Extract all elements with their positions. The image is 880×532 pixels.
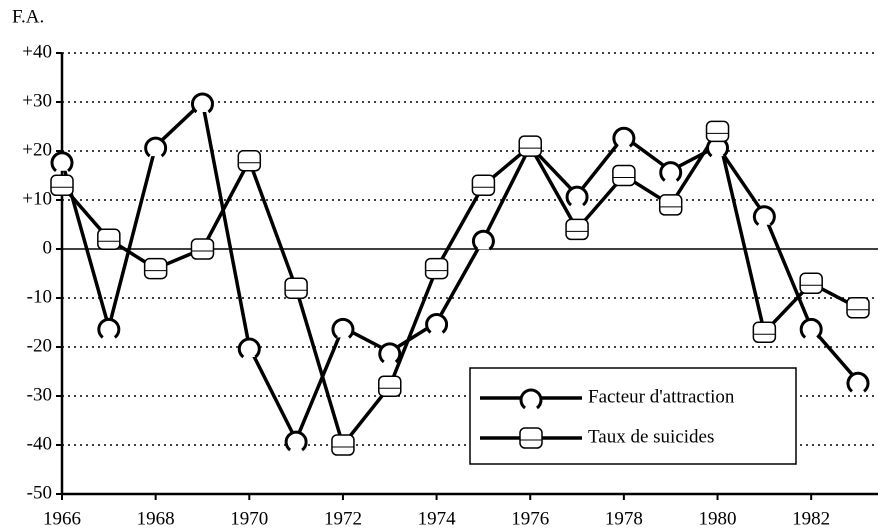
- y-tick-label: +20: [22, 139, 52, 160]
- marker-arch: [97, 317, 121, 339]
- y-tick-label: -30: [27, 384, 52, 405]
- marker-body: [190, 238, 215, 260]
- marker-cylinder: [143, 257, 168, 280]
- marker-arch: [752, 205, 776, 226]
- marker-body: [284, 277, 308, 299]
- marker-cylinder: [519, 427, 543, 449]
- marker-cylinder: [518, 135, 542, 157]
- marker-body: [705, 120, 730, 143]
- marker-body: [518, 135, 542, 157]
- marker-arch: [237, 337, 261, 359]
- marker-body: [565, 218, 589, 241]
- marker-cylinder: [331, 434, 355, 456]
- x-tick-label: 1972: [324, 508, 362, 529]
- y-tick-label: -50: [27, 482, 52, 503]
- marker-arch: [799, 317, 823, 339]
- marker-cylinder: [658, 194, 683, 216]
- x-tick-label: 1980: [699, 508, 737, 529]
- marker-body: [471, 174, 496, 197]
- marker-cylinder: [284, 277, 308, 299]
- marker-arch: [471, 229, 495, 251]
- marker-body: [846, 297, 870, 319]
- marker-body: [237, 150, 262, 172]
- marker-arch: [519, 388, 543, 410]
- marker-arch: [659, 161, 683, 182]
- y-tick-label: -40: [27, 433, 52, 454]
- marker-body: [97, 228, 121, 250]
- marker-arch: [191, 92, 214, 114]
- marker-cylinder: [424, 257, 449, 280]
- marker-cylinder: [846, 297, 870, 319]
- marker-arch: [846, 371, 870, 393]
- marker-cylinder: [471, 174, 496, 197]
- marker-cylinder: [237, 150, 262, 172]
- marker-body: [378, 375, 402, 397]
- marker-body: [50, 174, 74, 197]
- marker-arch: [284, 430, 308, 452]
- marker-arch: [425, 313, 449, 334]
- y-axis-label: F.A.: [12, 6, 44, 27]
- marker-cylinder: [752, 321, 777, 344]
- marker-arch: [378, 342, 402, 364]
- marker-cylinder: [50, 174, 74, 197]
- x-tick-label: 1978: [605, 508, 643, 529]
- marker-arch: [331, 317, 355, 339]
- marker-cylinder: [705, 120, 730, 143]
- x-tick-label: 1970: [230, 508, 268, 529]
- legend-label: Facteur d'attraction: [588, 386, 735, 407]
- legend-box: [469, 367, 797, 465]
- x-tick-label: 1966: [43, 508, 81, 529]
- marker-body: [143, 257, 168, 280]
- marker-arch: [612, 126, 636, 148]
- marker-arch: [144, 136, 168, 158]
- y-tick-label: +40: [22, 41, 52, 62]
- x-tick-label: 1982: [792, 508, 830, 529]
- marker-arch: [50, 151, 74, 172]
- y-tick-label: 0: [43, 237, 53, 258]
- marker-body: [519, 427, 543, 449]
- x-tick-label: 1974: [418, 508, 457, 529]
- marker-cylinder: [97, 228, 121, 250]
- marker-cylinder: [378, 375, 402, 397]
- legend-label: Taux de suicides: [588, 426, 714, 447]
- marker-cylinder: [190, 238, 215, 260]
- marker-body: [752, 321, 777, 344]
- x-tick-label: 1968: [137, 508, 175, 529]
- y-tick-label: +10: [22, 188, 52, 209]
- marker-cylinder: [612, 164, 636, 187]
- y-tick-label: -20: [27, 335, 52, 356]
- x-tick-label: 1976: [511, 508, 549, 529]
- marker-body: [612, 164, 636, 187]
- marker-body: [658, 194, 683, 216]
- y-tick-label: -10: [27, 286, 52, 307]
- y-tick-label: +30: [22, 90, 52, 111]
- marker-cylinder: [799, 272, 823, 295]
- marker-arch: [565, 185, 589, 207]
- marker-cylinder: [565, 218, 589, 241]
- marker-body: [424, 257, 449, 280]
- marker-body: [799, 272, 823, 295]
- marker-body: [331, 434, 355, 456]
